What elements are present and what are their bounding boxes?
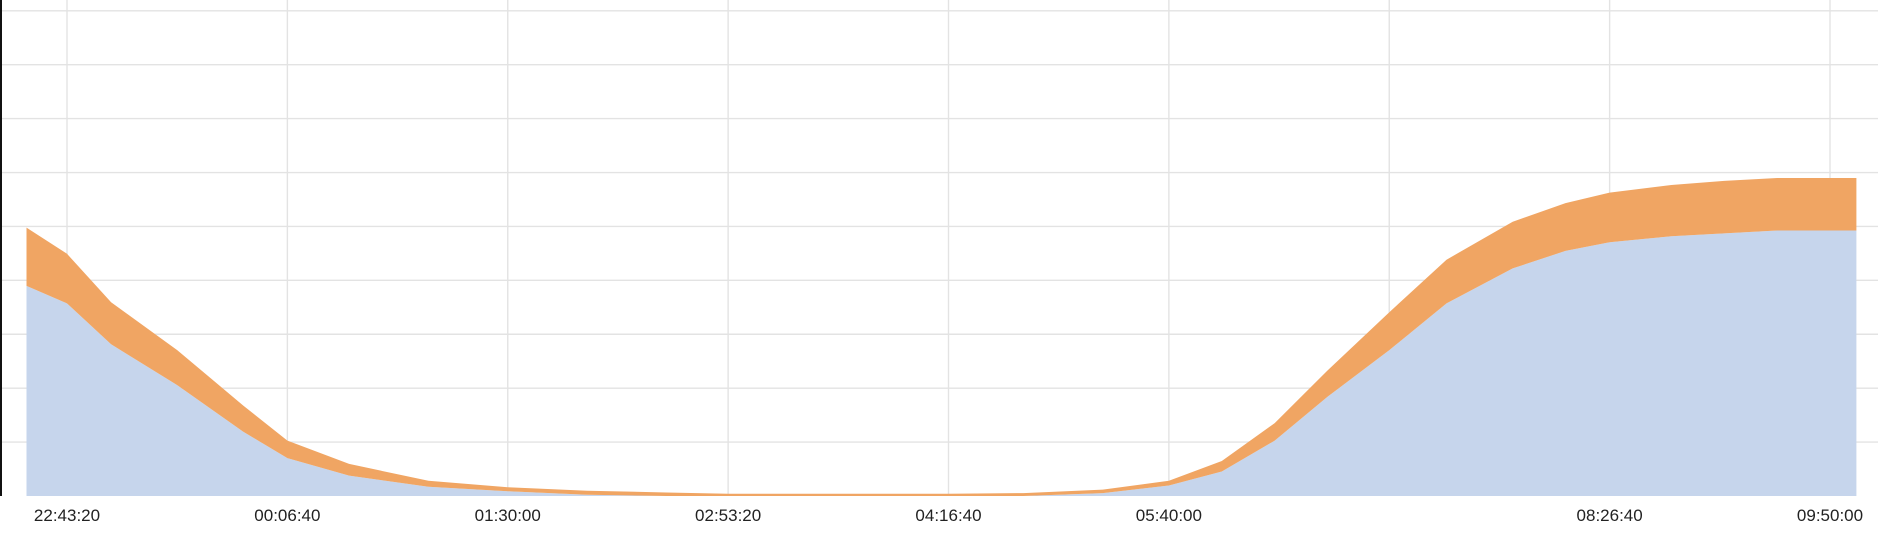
x-tick-label: 02:53:20	[695, 506, 761, 525]
x-tick-label: 05:40:00	[1136, 506, 1202, 525]
x-tick-label: 00:06:40	[254, 506, 320, 525]
x-tick-label: 04:16:40	[915, 506, 981, 525]
series-area-1	[26, 230, 1857, 496]
y-gridlines	[0, 10, 1878, 443]
series-area-2	[26, 178, 1857, 496]
x-axis-tick-labels: 22:43:20 00:06:40 01:30:00 02:53:20 04:16:40…	[34, 506, 1863, 525]
x-tick-label: 01:30:00	[475, 506, 541, 525]
x-tick-label: 22:43:20	[34, 506, 100, 525]
series-areas	[26, 178, 1857, 496]
x-tick-label: 09:50:00	[1797, 506, 1863, 525]
x-tick-label: 08:26:40	[1577, 506, 1643, 525]
